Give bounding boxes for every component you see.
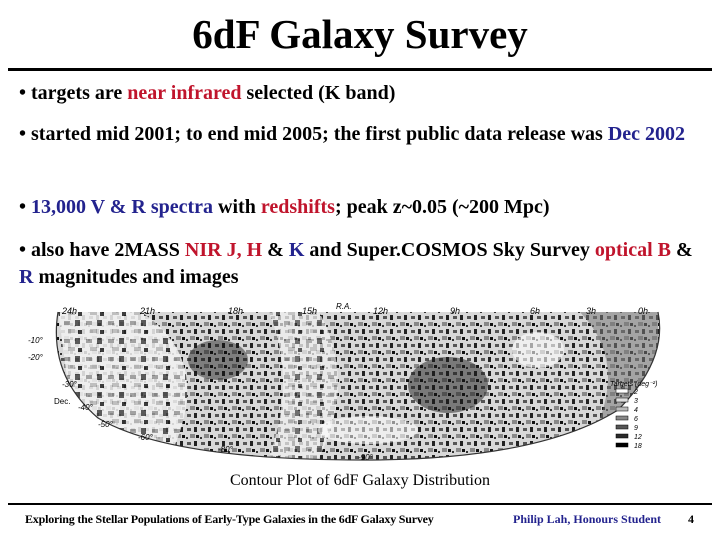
dec-tick-label-1: -20°: [28, 353, 44, 362]
ra-tick-label-6: 6h: [530, 306, 540, 316]
legend-swatch-4: [615, 424, 629, 430]
bullet-3-segment-7: R: [19, 266, 34, 288]
dec-tick-label-2: -30°: [62, 380, 78, 389]
bullet-1-segment-0: • started mid 2001; to end mid 2005; the…: [19, 123, 608, 145]
legend-value-3: 6: [634, 416, 638, 423]
bullet-1-segment-1: Dec 2002: [607, 123, 686, 145]
dec-tick-label-5: -60°: [138, 433, 154, 442]
legend-swatch-2: [615, 406, 629, 412]
ra-tick-label-4: 12h: [373, 306, 388, 316]
bullet-2-segment-1: 13,000 V & R spectra: [31, 196, 214, 218]
bullet-3-segment-6: &: [670, 239, 693, 261]
bullet-2-segment-2: with: [213, 196, 261, 218]
page-number: 4: [688, 512, 694, 526]
bullet-0-segment-2: selected (K band): [241, 82, 396, 104]
ra-tick-label-0: 24h: [61, 306, 77, 316]
footer-talk-title: Exploring the Stellar Populations of Ear…: [25, 512, 434, 526]
legend-value-4: 9: [634, 425, 638, 432]
bullet-2-segment-0: •: [19, 196, 32, 218]
dec-tick-label-3: -40°: [78, 403, 94, 412]
dec-tick-label-4: -50°: [98, 420, 114, 429]
bullet-3-segment-3: K: [288, 239, 305, 261]
legend-title: Targets (deg⁻²): [610, 381, 657, 388]
bullet-timeline: • started mid 2001; to end mid 2005; the…: [19, 121, 699, 148]
legend-value-1: 3: [634, 398, 638, 405]
legend-value-6: 18: [634, 443, 642, 450]
legend-swatch-0: [615, 388, 629, 394]
dec-tick-label-0: -10°: [28, 336, 44, 345]
dec-tick-label-6: -80°: [218, 445, 234, 454]
bullet-3-segment-5: optical B: [594, 239, 671, 261]
bullet-3-segment-2: &: [262, 239, 289, 261]
bullet-2-segment-4: ; peak z~0.05 (~200 Mpc): [334, 196, 550, 218]
legend-value-5: 12: [634, 434, 642, 441]
ra-axis-label: R.A.: [336, 302, 352, 311]
ra-tick-label-1: 21h: [139, 306, 155, 316]
bullet-3-segment-1: NIR J, H: [184, 239, 263, 261]
survey-density-texture: [56, 312, 660, 460]
legend-swatch-3: [615, 415, 629, 421]
bullet-0-segment-1: near infrared: [127, 82, 242, 104]
ra-tick-label-8: 0h: [638, 306, 648, 316]
slide-title: 6dF Galaxy Survey: [192, 11, 528, 57]
density-legend: Targets (deg⁻²) 2 3 4 6 9 12 18: [610, 381, 657, 450]
ra-tick-label-2: 18h: [228, 306, 243, 316]
figure-caption: Contour Plot of 6dF Galaxy Distribution: [230, 472, 490, 489]
ra-tick-label-3: 15h: [302, 306, 317, 316]
bullet-spectra: • 13,000 V & R spectra with redshifts; p…: [19, 194, 699, 221]
legend-swatch-1: [615, 397, 629, 403]
legend-swatch-6: [615, 442, 629, 448]
sky-contour-map: 24h 21h 18h 15h 12h 9h 6h 3h 0h -10° -20° -30° -40°…: [28, 302, 661, 462]
ra-tick-label-5: 9h: [450, 306, 460, 316]
footer-author: Philip Lah, Honours Student: [513, 512, 662, 526]
bullet-3-segment-8: magnitudes and images: [33, 266, 239, 288]
legend-swatch-5: [615, 433, 629, 439]
bullet-3-segment-4: and Super.COSMOS Sky Survey: [304, 239, 595, 261]
bullet-2-segment-3: redshifts: [260, 196, 335, 218]
bullet-0-segment-0: • targets are: [19, 82, 128, 104]
bullet-photometry: • also have 2MASS NIR J, H & K and Super…: [19, 237, 699, 291]
footer-divider: [8, 503, 712, 505]
sky-contour-figure: 24h 21h 18h 15h 12h 9h 6h 3h 0h -10° -20° -30° -40°…: [18, 300, 682, 462]
legend-value-0: 2: [633, 389, 638, 396]
legend-value-2: 4: [634, 407, 638, 414]
bullet-targets: • targets are near infrared selected (K …: [19, 80, 699, 107]
dec-tick-label-7: -90°: [358, 453, 374, 462]
dec-axis-label: Dec.: [54, 397, 70, 406]
bullet-3-segment-0: • also have 2MASS: [19, 239, 185, 261]
ra-tick-label-7: 3h: [586, 306, 596, 316]
title-divider: [8, 68, 712, 71]
